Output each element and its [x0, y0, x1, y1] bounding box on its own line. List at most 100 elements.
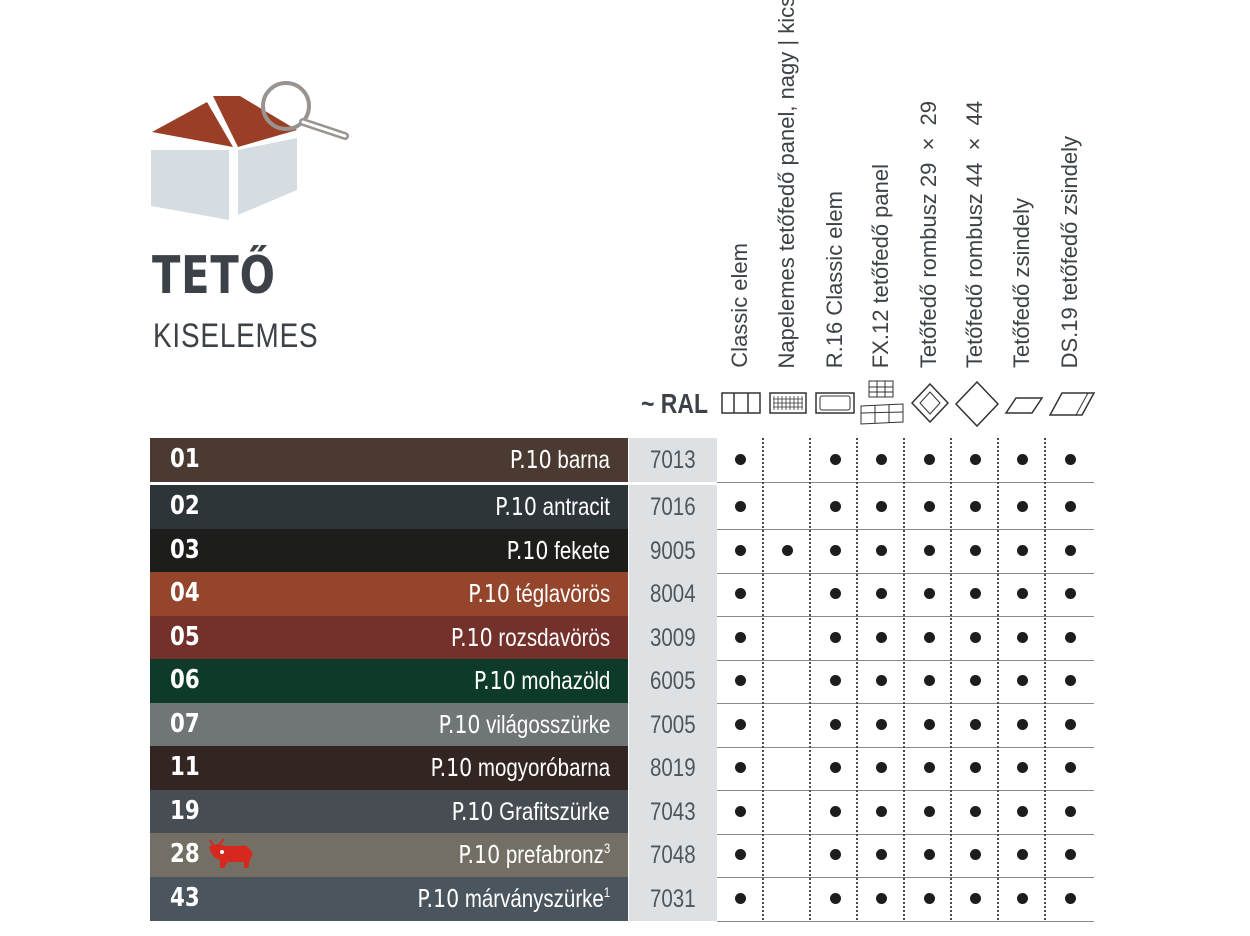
- color-name: rozsdavörös: [498, 624, 610, 652]
- availability-dot: [876, 454, 887, 465]
- availability-dot: [1017, 501, 1028, 512]
- ral-cell: 7016: [629, 485, 717, 529]
- ral-cell: 7013: [629, 438, 717, 482]
- ral-value: 9005: [650, 537, 696, 565]
- availability-dot: [830, 632, 841, 643]
- color-name: mohazöld: [521, 667, 610, 695]
- row-divider: [717, 573, 1094, 574]
- product-prefix: P.10: [438, 710, 481, 739]
- color-swatch-cell: 02 P.10 antracit: [150, 485, 628, 529]
- product-name: P.10 mohazöld: [474, 666, 610, 696]
- row-divider: [717, 482, 1094, 483]
- availability-dot: [735, 893, 746, 904]
- availability-dot: [1017, 675, 1028, 686]
- availability-dot: [970, 632, 981, 643]
- product-name: P.10 fekete: [507, 536, 610, 566]
- row-divider: [717, 529, 1094, 530]
- color-swatch-cell: 03 P.10 fekete: [150, 529, 628, 573]
- fx12-panel-icon: [860, 380, 904, 425]
- ral-cell: 8004: [629, 572, 717, 616]
- availability-dot: [735, 806, 746, 817]
- footnote-marker: 3: [603, 840, 610, 856]
- availability-dot: [735, 632, 746, 643]
- availability-dot: [830, 849, 841, 860]
- availability-dot: [876, 545, 887, 556]
- availability-dot: [1017, 849, 1028, 860]
- ral-cell: 8019: [629, 746, 717, 790]
- ral-cell: 7043: [629, 790, 717, 834]
- color-code: 19: [170, 796, 200, 826]
- availability-dot: [876, 588, 887, 599]
- color-code: 01: [170, 444, 200, 474]
- product-name: P.10 barna: [510, 445, 610, 475]
- ral-cell: 7031: [629, 877, 717, 921]
- product-prefix: P.10: [417, 884, 459, 913]
- table-row: 28 P.10 prefabronz3 7048: [150, 833, 1094, 878]
- table-row: 07 P.10 világosszürke 7005: [150, 703, 1094, 748]
- availability-dot: [1065, 632, 1076, 643]
- solar-panel-icon: [769, 392, 807, 414]
- availability-dot: [924, 632, 935, 643]
- product-prefix: P.10: [495, 492, 538, 521]
- availability-dot: [782, 545, 793, 556]
- ral-cell: 7048: [629, 833, 717, 877]
- availability-dot: [924, 762, 935, 773]
- color-name: világosszürke: [485, 711, 610, 739]
- availability-dot: [924, 588, 935, 599]
- footnote-marker: 1: [603, 884, 610, 900]
- availability-dot: [830, 454, 841, 465]
- classic-element-icon: [721, 392, 761, 414]
- rhombus-29-icon: [910, 382, 950, 424]
- availability-dot: [970, 545, 981, 556]
- availability-dot: [970, 501, 981, 512]
- availability-dot: [1065, 545, 1076, 556]
- product-name: P.10 prefabronz3: [458, 840, 610, 870]
- product-prefix: P.10: [430, 753, 473, 782]
- availability-dot: [876, 849, 887, 860]
- row-divider: [717, 834, 1094, 835]
- color-name: márványszürke: [464, 885, 604, 913]
- availability-dot: [876, 893, 887, 904]
- table-row: 03 P.10 fekete 9005: [150, 529, 1094, 574]
- availability-dot: [970, 893, 981, 904]
- product-name: P.10 antracit: [495, 492, 610, 522]
- availability-dot: [970, 849, 981, 860]
- color-swatch-cell: 05 P.10 rozsdavörös: [150, 616, 628, 660]
- availability-dot: [876, 806, 887, 817]
- color-name: mogyoróbarna: [477, 754, 610, 782]
- ral-cell: 7005: [629, 703, 717, 747]
- availability-dot: [830, 762, 841, 773]
- product-prefix: P.10: [452, 797, 494, 826]
- color-name: barna: [557, 446, 610, 474]
- availability-dot: [970, 675, 981, 686]
- availability-dot: [1017, 588, 1028, 599]
- availability-dot: [876, 501, 887, 512]
- rhombus-44-icon: [954, 380, 1000, 428]
- ral-value: 6005: [650, 667, 696, 695]
- availability-dot: [735, 454, 746, 465]
- availability-dot: [1065, 501, 1076, 512]
- availability-dot: [876, 762, 887, 773]
- availability-dot: [1017, 806, 1028, 817]
- shingle-icon: [1004, 397, 1044, 414]
- column-header-3: R.16 Classic elem: [822, 190, 847, 368]
- color-name: téglavörös: [515, 580, 610, 608]
- availability-dot: [1065, 454, 1076, 465]
- availability-dot: [1065, 893, 1076, 904]
- color-name: Grafitszürke: [499, 798, 610, 826]
- availability-dot: [830, 545, 841, 556]
- availability-dot: [830, 893, 841, 904]
- availability-dot: [830, 675, 841, 686]
- table-row: 01 P.10 barna 7013: [150, 438, 1094, 483]
- product-name: P.10 Grafitszürke: [452, 797, 610, 827]
- table-row: 05 P.10 rozsdavörös 3009: [150, 616, 1094, 661]
- table-row: 04 P.10 téglavörös 8004: [150, 572, 1094, 617]
- product-name: P.10 téglavörös: [468, 579, 610, 609]
- column-header-5: Tetőfedő rombusz 29 × 29: [916, 100, 941, 368]
- column-header-1: Classic elem: [727, 243, 752, 368]
- ral-value: 7043: [650, 798, 696, 826]
- column-header-7: Tetőfedő zsindely: [1009, 198, 1034, 368]
- ral-value: 7031: [650, 885, 696, 913]
- availability-dot: [1065, 719, 1076, 730]
- color-swatch-cell: 19 P.10 Grafitszürke: [150, 790, 628, 834]
